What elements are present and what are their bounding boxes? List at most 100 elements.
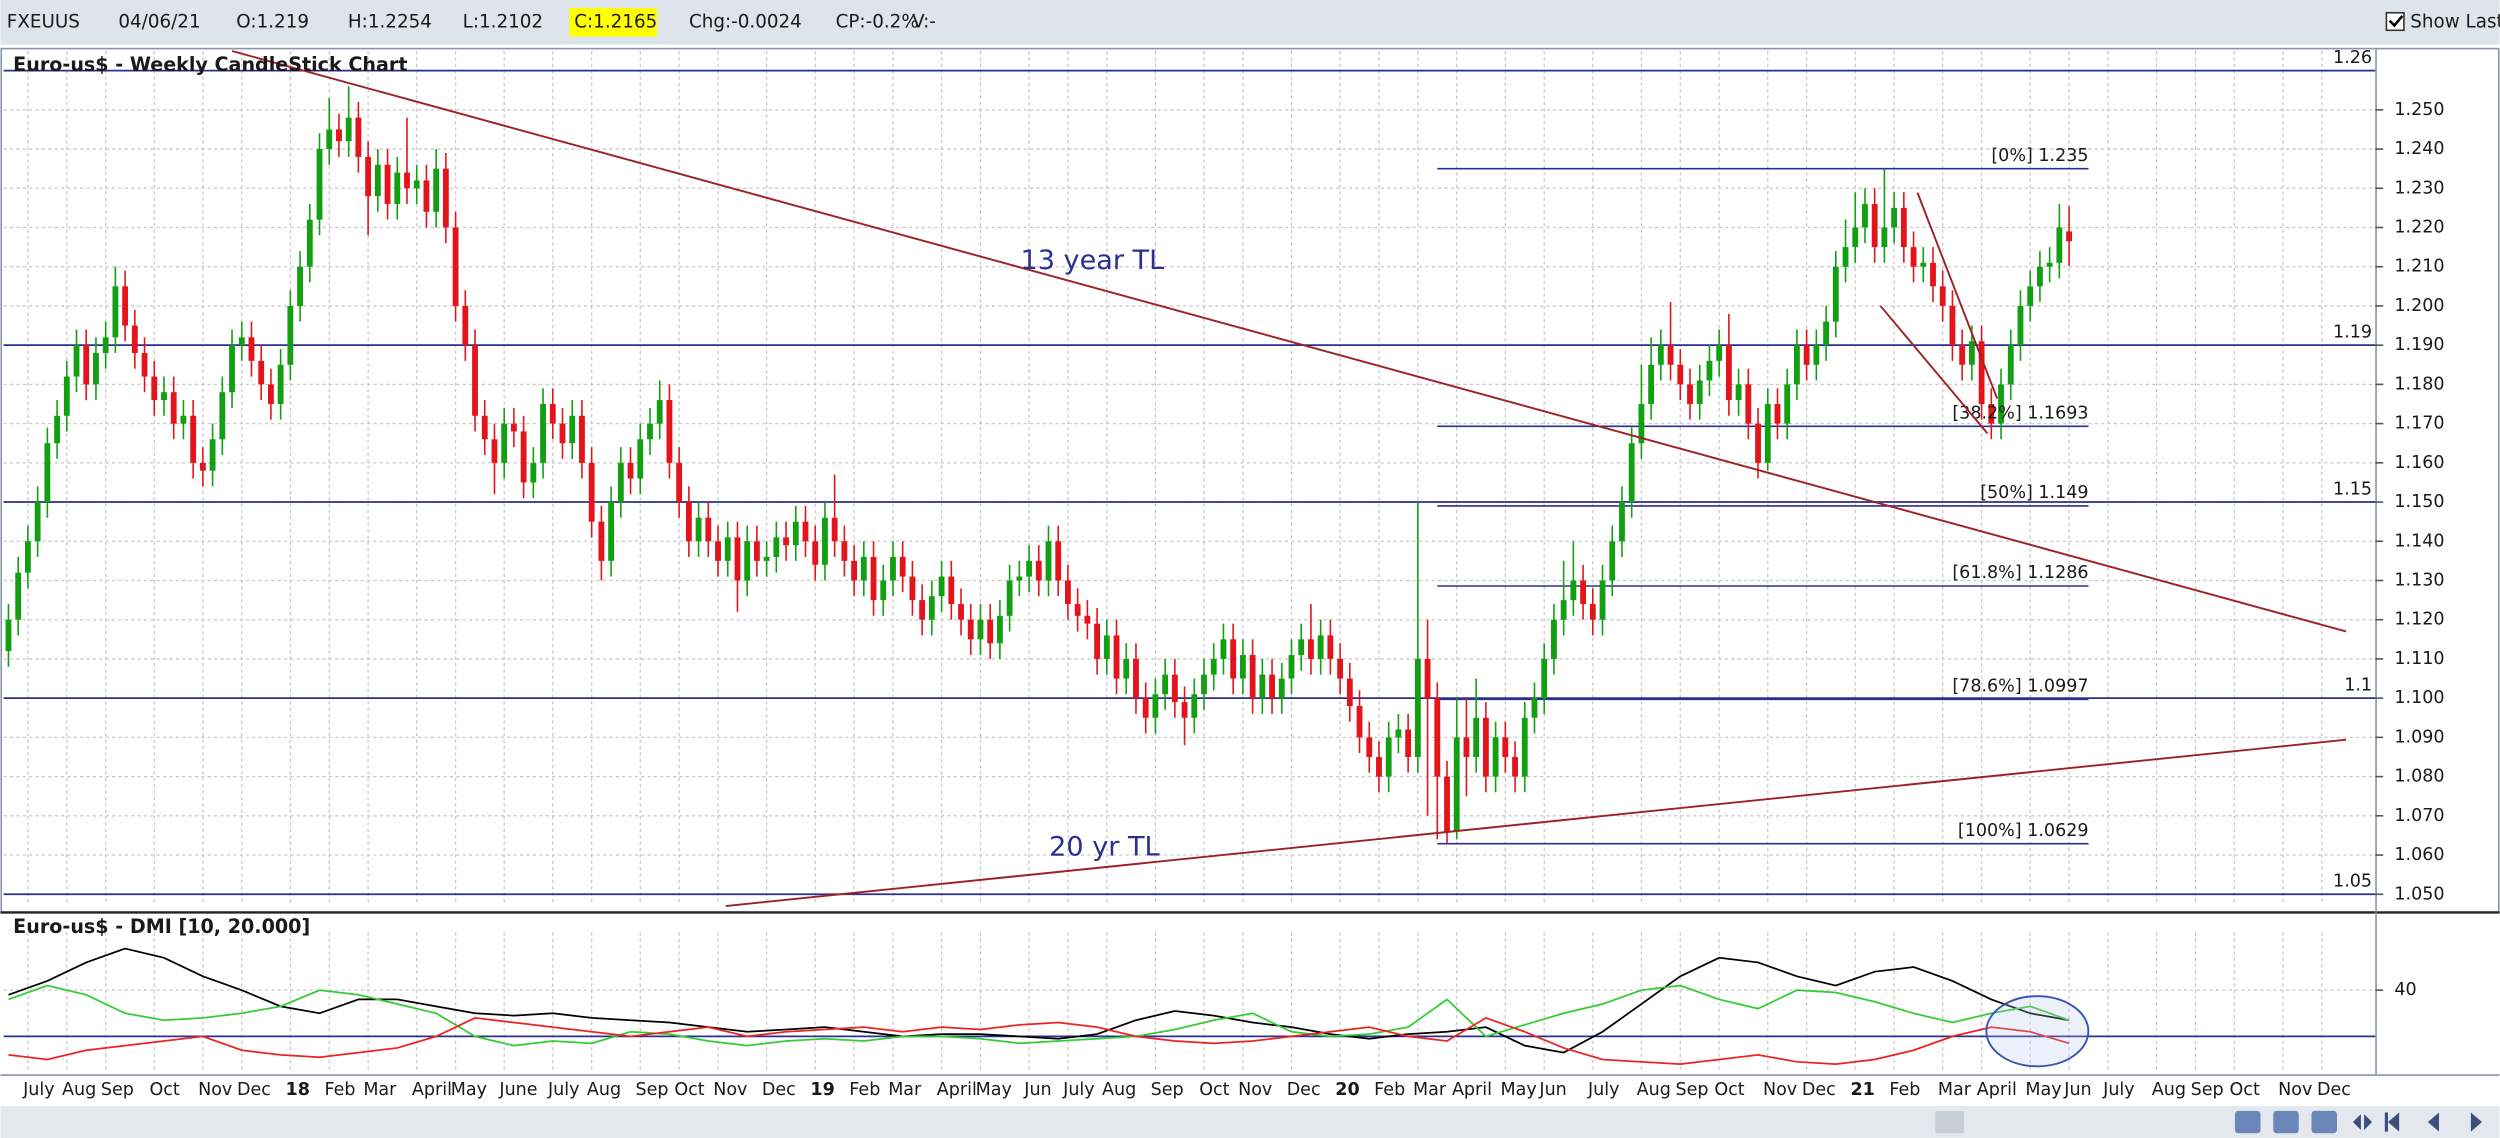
- candle-body: [462, 305, 469, 346]
- candle-body: [1706, 360, 1713, 381]
- candle-body: [753, 541, 760, 561]
- show-last-label[interactable]: Show Last: [2410, 11, 2500, 32]
- candle-body: [724, 537, 731, 561]
- level-label: 1.1: [2344, 675, 2372, 695]
- x-tick-label: July: [22, 1080, 55, 1100]
- candle-body: [316, 149, 323, 220]
- candle-body: [25, 541, 31, 573]
- candle-body: [1521, 717, 1528, 777]
- candle-body: [1764, 403, 1771, 463]
- highlight-circle: [1985, 995, 2090, 1068]
- candle-body: [1259, 674, 1266, 699]
- x-tick-label: Dec: [237, 1080, 271, 1100]
- candle-body: [1065, 580, 1071, 605]
- x-tick-label: Aug: [587, 1080, 621, 1100]
- candle-body: [1288, 655, 1295, 679]
- trendline: [231, 50, 2347, 633]
- candle-body: [909, 576, 916, 601]
- candle-body: [1424, 658, 1431, 699]
- candle-body: [1356, 706, 1363, 738]
- candle-body: [656, 400, 663, 424]
- candle-body: [267, 384, 274, 404]
- x-tick-label: Sep: [1151, 1080, 1184, 1100]
- x-tick-label: Dec: [762, 1080, 796, 1100]
- show-last-checkbox[interactable]: [2385, 11, 2405, 32]
- candle-body: [1920, 262, 1927, 267]
- fib-label: [38.2%] 1.1693: [1952, 404, 2088, 424]
- x-tick-label: Mar: [363, 1080, 397, 1100]
- candle-body: [1541, 658, 1548, 699]
- candle-body: [1628, 443, 1635, 503]
- candle-body: [442, 168, 449, 228]
- low-value: L:1.2102: [463, 11, 543, 32]
- overlays: 1.26 1.19 1.15 1.1 1.05 [0%] 1.235 [38.2%] 1.1…: [231, 48, 2372, 907]
- trendline-label: 13 year TL: [1020, 245, 1164, 276]
- candle-body: [1832, 266, 1839, 322]
- x-tick-label: Aug: [1637, 1080, 1671, 1100]
- fib-label: [100%] 1.0629: [1958, 821, 2089, 841]
- candle-body: [1298, 639, 1305, 656]
- fit-button[interactable]: [2352, 1114, 2373, 1131]
- y-tick-label: 1.170: [2394, 414, 2444, 434]
- x-tick-label: April: [937, 1080, 977, 1100]
- candle-body: [1580, 580, 1587, 605]
- x-tick-label: Jun: [1538, 1080, 1566, 1100]
- candle-body: [1405, 729, 1412, 757]
- fib-label: [61.8%] 1.1286: [1952, 563, 2088, 583]
- candle-body: [63, 376, 70, 416]
- candle-body: [1337, 658, 1344, 679]
- candle-body: [141, 353, 148, 377]
- x-tick-label: Nov: [2278, 1080, 2312, 1100]
- y-tick-label: 1.070: [2394, 806, 2444, 826]
- zoom-button[interactable]: [2273, 1110, 2299, 1134]
- x-tick-label: April: [1452, 1080, 1492, 1100]
- candle-body: [1006, 580, 1013, 616]
- candle-body: [287, 305, 294, 365]
- candle-body: [1473, 717, 1480, 757]
- x-tick-label: Mar: [888, 1080, 922, 1100]
- candle-body: [1239, 655, 1246, 679]
- candle-body: [549, 403, 556, 424]
- candle-body: [598, 521, 605, 561]
- zoom-button[interactable]: [2234, 1110, 2261, 1134]
- candle-body: [1444, 776, 1450, 832]
- candle-body: [510, 423, 517, 432]
- candle-body: [841, 541, 848, 561]
- prev-button[interactable]: [2427, 1112, 2440, 1132]
- close-highlight: [569, 7, 658, 37]
- candle-body: [1055, 541, 1062, 581]
- candle-body: [530, 462, 537, 483]
- y-tick-label: 1.210: [2394, 257, 2444, 277]
- dmi-line: [8, 984, 2070, 1047]
- scrollbar-thumb[interactable]: [1935, 1110, 1965, 1134]
- x-tick-label: Oct: [1199, 1080, 1229, 1100]
- candle-body: [93, 353, 99, 385]
- candle-body: [695, 517, 702, 542]
- candle-body: [1638, 403, 1645, 444]
- y-tick-label: 40: [2394, 980, 2416, 1000]
- candle-body: [1551, 619, 1557, 659]
- candle-body: [715, 541, 721, 561]
- candle-body: [1181, 702, 1188, 718]
- next-button[interactable]: [2470, 1112, 2483, 1132]
- candle-body: [569, 415, 576, 444]
- candle-body: [676, 462, 683, 503]
- candle-body: [355, 117, 362, 157]
- candle-body: [122, 286, 129, 326]
- candle-body: [1133, 658, 1139, 699]
- candle-body: [1725, 345, 1732, 401]
- candle-body: [1803, 345, 1810, 365]
- candle-body: [1317, 635, 1324, 659]
- zoom-button[interactable]: [2311, 1110, 2337, 1134]
- x-tick-label: July: [2102, 1080, 2134, 1100]
- close-value: C:1.2165: [574, 11, 657, 32]
- candle-body: [1502, 737, 1509, 757]
- x-tick-label: July: [1062, 1080, 1095, 1100]
- candle-body: [919, 600, 926, 620]
- candle-body: [306, 219, 313, 267]
- x-tick-label: Nov: [1238, 1080, 1272, 1100]
- first-button[interactable]: [2384, 1112, 2400, 1132]
- candle-body: [1531, 698, 1538, 718]
- candle-body: [1142, 698, 1149, 718]
